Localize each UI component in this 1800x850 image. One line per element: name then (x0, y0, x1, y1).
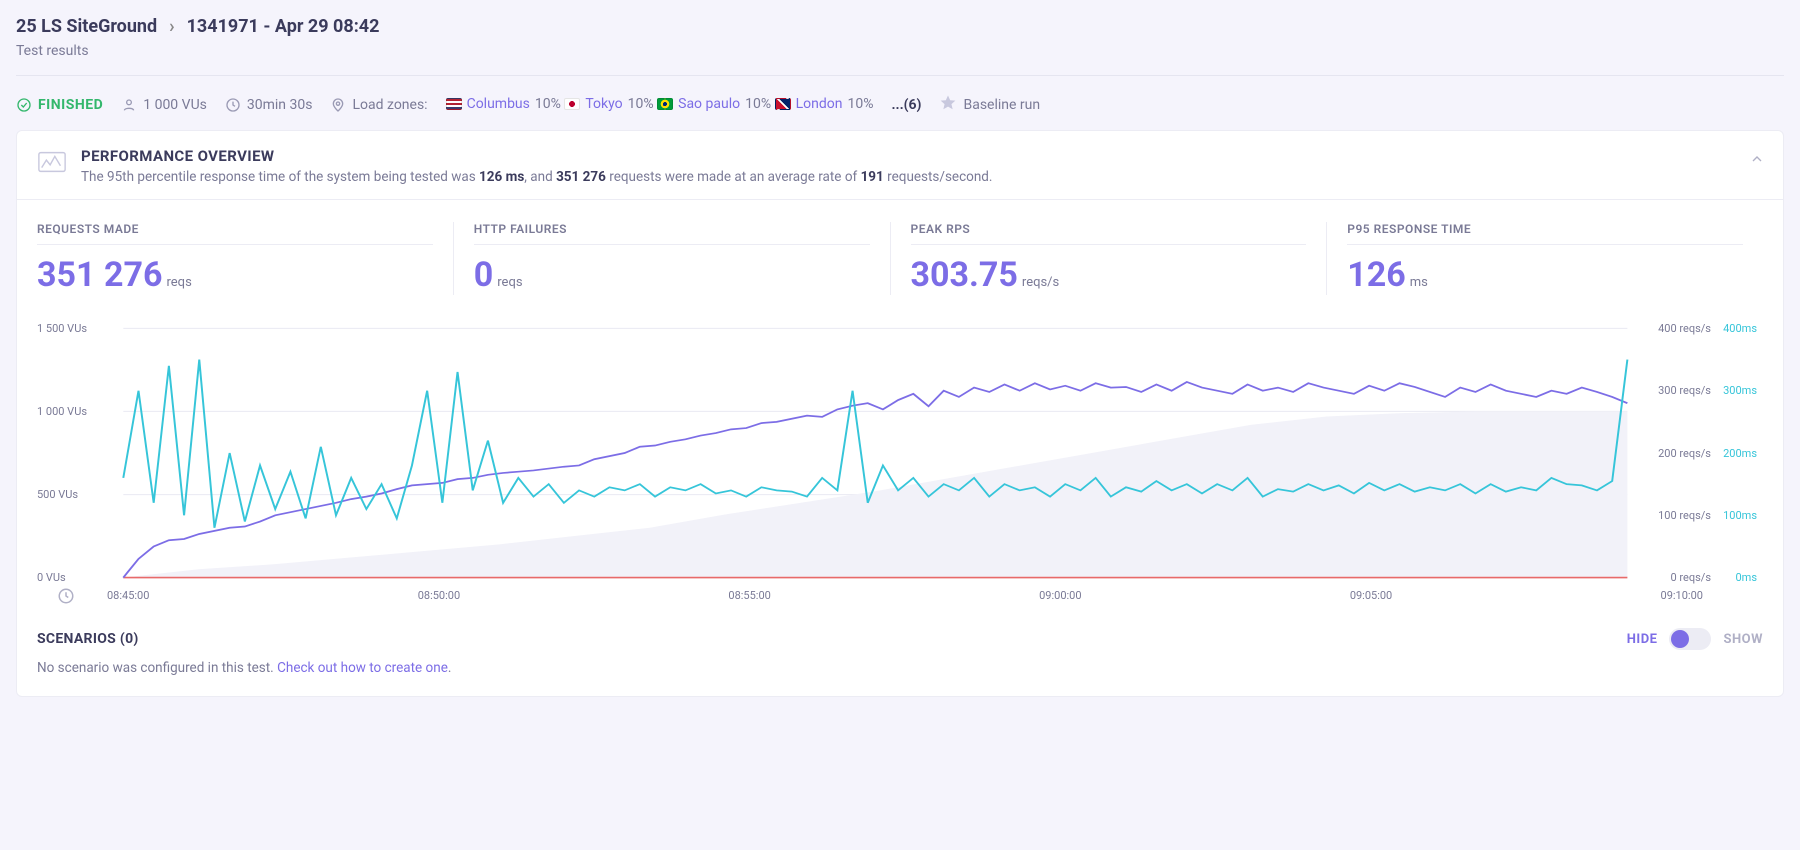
zone-name: Tokyo (585, 96, 622, 112)
zone-name: London (796, 96, 843, 112)
metric-unit: ms (1410, 275, 1428, 290)
hide-show-toggle[interactable]: HIDE SHOW (1627, 628, 1763, 650)
overview-title: PERFORMANCE OVERVIEW (81, 147, 993, 165)
metric-value: 351 276 (37, 255, 163, 295)
scenarios-subtitle: No scenario was configured in this test.… (37, 660, 1763, 676)
flag-icon (564, 98, 580, 110)
zone-pct: 10% (535, 96, 561, 112)
zone-sao paulo[interactable]: Sao paulo 10% (657, 96, 771, 112)
overview-card: PERFORMANCE OVERVIEW The 95th percentile… (16, 130, 1784, 697)
zone-pct: 10% (847, 96, 873, 112)
flag-icon (775, 98, 791, 110)
star-icon (939, 94, 957, 116)
metric-value: 0 (474, 255, 494, 295)
x-tick: 08:50:00 (418, 589, 460, 602)
breadcrumb-current: 1341971 - Apr 29 08:42 (187, 16, 380, 37)
y-left-tick: 1 500 VUs (37, 322, 87, 335)
y-right-ms-tick: 400ms (1723, 322, 1757, 335)
y-right-ms-tick: 0ms (1735, 571, 1757, 584)
zone-london[interactable]: London10% (775, 96, 874, 112)
divider (16, 75, 1784, 76)
metric-label: P95 RESPONSE TIME (1347, 222, 1743, 245)
y-left-tick: 1 000 VUs (37, 405, 87, 418)
metric-unit: reqs (497, 275, 522, 290)
baseline-label: Baseline run (963, 97, 1040, 113)
x-tick: 09:10:00 (1661, 589, 1703, 602)
scenarios-section: SCENARIOS (0) HIDE SHOW No scenario was … (17, 610, 1783, 696)
zone-tokyo[interactable]: Tokyo 10% (564, 96, 653, 112)
status-duration-label: 30min 30s (247, 97, 313, 113)
y-right-reqs-tick: 0 reqs/s (1670, 571, 1711, 584)
status-zones: Load zones: (330, 97, 427, 113)
metric-value: 303.75 (911, 255, 1018, 295)
user-icon (121, 97, 137, 113)
chevron-right-icon: › (169, 16, 174, 37)
metrics-row: REQUESTS MADE351 276reqsHTTP FAILURES0re… (17, 200, 1783, 303)
clock-icon (225, 97, 241, 113)
breadcrumb-parent[interactable]: 25 LS SiteGround (16, 16, 157, 37)
y-left-tick: 500 VUs (37, 488, 78, 501)
metric-label: REQUESTS MADE (37, 222, 433, 245)
status-row: FINISHED 1 000 VUs 30min 30s Load zones:… (16, 88, 1784, 130)
y-right-reqs-tick: 300 reqs/s (1658, 384, 1711, 397)
metric-requests-made: REQUESTS MADE 351 276 reqs (37, 222, 454, 295)
zones-label: Load zones: (352, 97, 427, 113)
overview-subtitle: The 95th percentile response time of the… (81, 169, 993, 185)
zone-pct: 10% (745, 96, 771, 112)
status-vus-label: 1 000 VUs (143, 97, 207, 113)
scenarios-title: SCENARIOS (0) (37, 631, 139, 647)
y-right-reqs-tick: 200 reqs/s (1658, 447, 1711, 460)
status-duration: 30min 30s (225, 97, 313, 113)
y-right-ms-tick: 200ms (1723, 447, 1757, 460)
metric-unit: reqs/s (1022, 275, 1059, 290)
y-right-reqs-tick: 400 reqs/s (1658, 322, 1711, 335)
y-right-ms-tick: 300ms (1723, 384, 1757, 397)
metric-p95-response-time: P95 RESPONSE TIME 126 ms (1347, 222, 1763, 295)
zone-name: Columbus (467, 96, 530, 112)
metric-label: PEAK RPS (911, 222, 1307, 245)
show-label: SHOW (1723, 632, 1763, 647)
x-tick: 09:05:00 (1350, 589, 1392, 602)
flag-icon (657, 98, 673, 110)
metric-peak-rps: PEAK RPS 303.75 reqs/s (911, 222, 1328, 295)
zone-name: Sao paulo (678, 96, 740, 112)
baseline-run[interactable]: Baseline run (939, 94, 1040, 116)
chart-icon (37, 147, 67, 177)
clock-icon (57, 587, 75, 605)
status-vus: 1 000 VUs (121, 97, 207, 113)
check-circle-icon (16, 97, 32, 113)
x-tick: 09:00:00 (1039, 589, 1081, 602)
metric-http-failures: HTTP FAILURES 0reqs (474, 222, 891, 295)
x-tick: 08:45:00 (107, 589, 149, 602)
zone-columbus[interactable]: Columbus 10% (446, 96, 561, 112)
scenarios-link[interactable]: Check out how to create one (277, 660, 448, 676)
flag-icon (446, 98, 462, 110)
zones-more[interactable]: ...(6) (891, 97, 921, 113)
y-right-ms-tick: 100ms (1723, 509, 1757, 522)
toggle-switch[interactable] (1669, 628, 1711, 650)
y-left-tick: 0 VUs (37, 571, 66, 584)
collapse-icon[interactable] (1749, 151, 1765, 171)
overview-header: PERFORMANCE OVERVIEW The 95th percentile… (17, 131, 1783, 200)
breadcrumb: 25 LS SiteGround › 1341971 - Apr 29 08:4… (16, 16, 1784, 37)
y-right-reqs-tick: 100 reqs/s (1658, 509, 1711, 522)
pin-icon (330, 97, 346, 113)
zone-pct: 10% (628, 96, 654, 112)
x-tick: 08:55:00 (728, 589, 770, 602)
metric-unit: reqs (167, 275, 192, 290)
chart-x-labels: 08:45:00 08:50:00 08:55:00 09:00:00 09:05:00… (37, 589, 1763, 602)
metric-label: HTTP FAILURES (474, 222, 870, 245)
chart-area: 1 500 VUs 1 000 VUs 500 VUs 0 VUs 400 reqs/s… (17, 303, 1783, 610)
status-state: FINISHED (16, 97, 103, 113)
page-subtitle: Test results (16, 43, 1784, 59)
metric-value: 126 (1347, 255, 1406, 295)
status-state-label: FINISHED (38, 97, 103, 113)
hide-label: HIDE (1627, 632, 1658, 647)
